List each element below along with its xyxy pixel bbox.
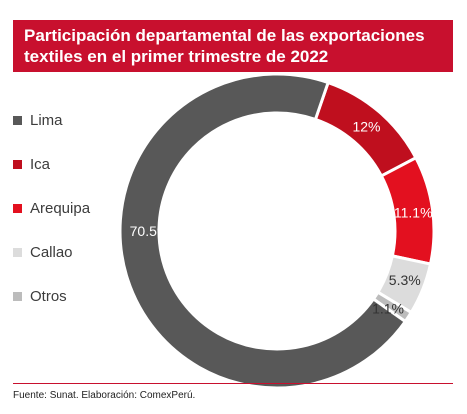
- slice-lima: [118, 72, 408, 390]
- donut-slices: [118, 72, 436, 390]
- data-label-callao: 5.3%: [389, 272, 421, 288]
- legend-label: Otros: [30, 287, 67, 305]
- footer-divider: [13, 383, 453, 384]
- source-note: Fuente: Sunat. Elaboración: ComexPerú.: [13, 390, 196, 401]
- data-label-otros: 1.1%: [372, 300, 404, 316]
- legend-swatch: [13, 159, 22, 169]
- legend-item-ica: Ica: [13, 154, 50, 174]
- legend-swatch: [13, 203, 22, 213]
- legend-swatch: [13, 115, 22, 125]
- chart-title-banner: Participación departamental de las expor…: [13, 20, 453, 72]
- slice-labels: 12% 11.1% 5.3% 1.1% 70.5%: [130, 119, 433, 317]
- legend-item-arequipa: Arequipa: [13, 198, 90, 218]
- legend-label: Callao: [30, 243, 73, 261]
- legend-label: Lima: [30, 111, 63, 129]
- legend-label: Arequipa: [30, 199, 91, 217]
- data-label-lima: 70.5%: [130, 223, 170, 239]
- legend-item-callao: Callao: [13, 242, 73, 262]
- legend-swatch: [13, 291, 22, 301]
- legend-label: Ica: [30, 155, 51, 173]
- chart-title-line-1: Participación departamental de las expor…: [24, 26, 425, 45]
- data-label-arequipa: 11.1%: [394, 204, 433, 220]
- legend-swatch: [13, 247, 22, 257]
- data-label-ica: 12%: [352, 119, 380, 135]
- legend-item-lima: Lima: [13, 110, 63, 130]
- chart-title-line-2: textiles en el primer trimestre de 2022: [24, 47, 329, 66]
- legend-item-otros: Otros: [13, 286, 67, 306]
